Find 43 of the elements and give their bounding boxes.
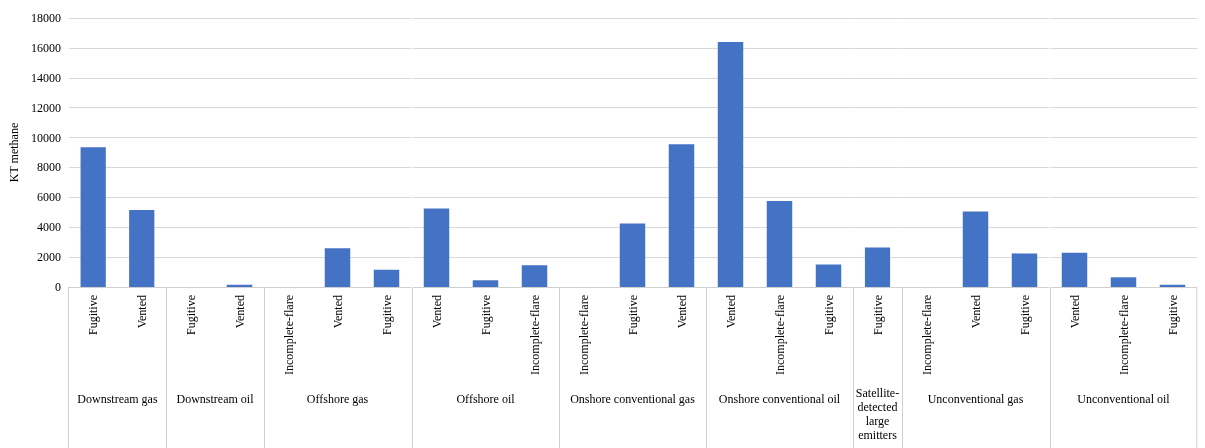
y-tick-label: 2000 <box>36 250 61 265</box>
x-tick-label: Fugitive <box>183 295 198 336</box>
y-tick-label: 14000 <box>30 70 61 85</box>
x-axis-title: Unconventional gas <box>928 392 1025 406</box>
x-tick-label: Vented <box>723 295 738 329</box>
x-tick-label: Vented <box>674 295 689 329</box>
y-tick-label: 10000 <box>30 130 61 145</box>
x-tick-label: Vented <box>429 295 444 329</box>
x-tick-label: Vented <box>1067 295 1082 329</box>
y-tick-label: 6000 <box>36 190 61 205</box>
x-axis-title: Downstream gas <box>77 392 158 406</box>
y-tick-label: 16000 <box>30 40 61 55</box>
y-axis-title: KT methane <box>7 122 21 183</box>
x-axis-title: Downstream oil <box>176 392 255 406</box>
x-tick-label: Fugitive <box>86 295 101 336</box>
x-axis-title: Offshore gas <box>307 392 369 406</box>
y-tick-label: 4000 <box>36 220 61 235</box>
x-tick-label: Incomplete-flare <box>919 295 934 375</box>
x-tick-label: Fugitive <box>379 295 394 336</box>
x-tick-label: Incomplete-flare <box>576 295 591 375</box>
x-axis-title: Onshore conventional oil <box>718 392 841 406</box>
x-axis-title: Offshore oil <box>456 392 515 406</box>
y-tick-label: 12000 <box>30 100 61 115</box>
x-tick-label: Incomplete-flare <box>772 295 787 375</box>
x-tick-label: Incomplete-flare <box>1116 295 1131 375</box>
x-axis-title: Onshore conventional gas <box>570 392 695 406</box>
x-tick-label: Fugitive <box>870 295 885 336</box>
x-axis-title: Satellite-detected large emitters <box>856 386 900 442</box>
x-tick-label: Vented <box>232 295 247 329</box>
y-tick-label: 18000 <box>30 11 61 25</box>
x-tick-label: Fugitive <box>625 295 640 336</box>
y-tick-label: 0 <box>54 280 61 294</box>
x-tick-label: Vented <box>330 295 345 329</box>
x-tick-label: Fugitive <box>1165 295 1180 336</box>
x-tick-label: Fugitive <box>1017 295 1032 336</box>
x-tick-label: Fugitive <box>821 295 836 336</box>
x-tick-label: Incomplete-flare <box>527 295 542 375</box>
x-tick-label: Fugitive <box>478 295 493 336</box>
x-tick-label: Incomplete-flare <box>281 295 296 375</box>
x-axis-title: Unconventional oil <box>1077 392 1170 406</box>
y-tick-label: 8000 <box>36 160 61 175</box>
x-tick-label: Vented <box>968 295 983 329</box>
x-tick-label: Vented <box>134 295 149 329</box>
